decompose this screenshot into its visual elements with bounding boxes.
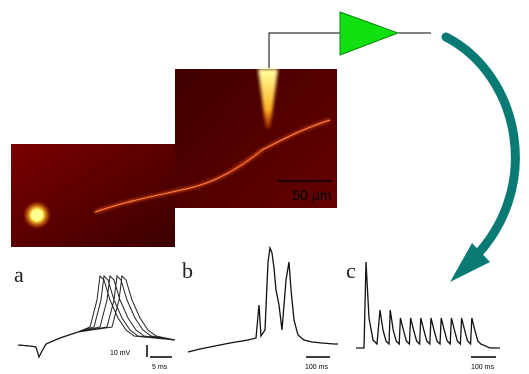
panel-a-scale-voltage-label: 10 mV	[110, 350, 131, 357]
panel-b: b 100 ms	[182, 245, 338, 371]
soma-core	[31, 209, 43, 221]
panel-b-label: b	[182, 258, 193, 283]
curved-arrow	[441, 32, 520, 267]
micrograph-panel-left	[11, 144, 177, 247]
electrode-wire	[268, 32, 340, 68]
panel-c-scale-time-label: 100 ms	[471, 364, 494, 371]
dendrite-core	[94, 119, 331, 213]
panel-a-scale-time-label: 5 ms	[152, 364, 168, 371]
panel-c-trace	[356, 261, 500, 349]
recording-setup	[268, 11, 520, 282]
panel-b-trace	[187, 245, 338, 353]
panel-c-label: c	[346, 258, 356, 283]
scale-bar-label: 50 µm	[292, 187, 331, 203]
panel-a-trace-2	[17, 274, 176, 359]
panel-b-scale-time-label: 100 ms	[305, 364, 328, 371]
panel-a-traces	[17, 274, 176, 359]
micrograph-panel-right-lower-mask	[175, 208, 337, 247]
panel-a: a 10 mV 5 ms	[14, 262, 176, 371]
dendrite-branch	[229, 149, 263, 173]
pipette-tip	[258, 69, 278, 128]
panel-a-label: a	[14, 262, 24, 287]
fluorescence-micrograph: 50 µm	[11, 69, 337, 247]
panel-c: c 100 ms	[346, 258, 500, 371]
curved-arrow-head	[450, 243, 490, 282]
panel-a-trace-5	[17, 274, 176, 359]
amplifier-icon	[339, 11, 400, 56]
